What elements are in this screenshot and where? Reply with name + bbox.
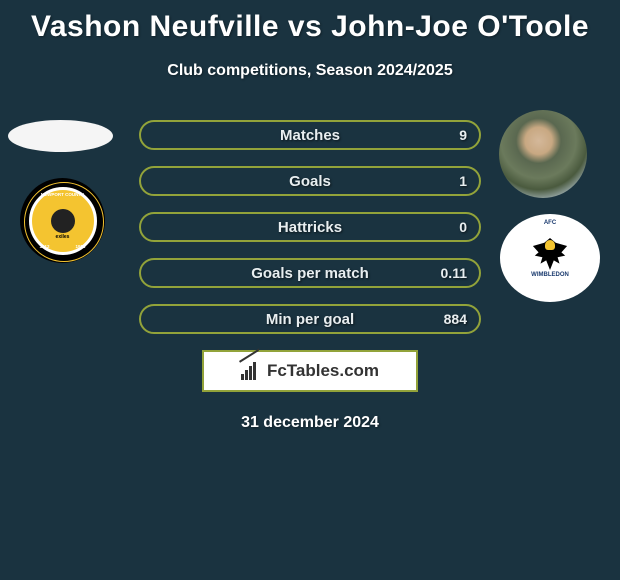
stat-value-right: 0 — [459, 219, 467, 235]
brand-box: FcTables.com — [202, 350, 418, 392]
stat-row-min-per-goal: Min per goal 884 — [139, 304, 481, 334]
stat-label: Min per goal — [266, 311, 354, 328]
stat-value-right: 0.11 — [441, 265, 467, 281]
brand-text: FcTables.com — [267, 361, 379, 381]
page-title: Vashon Neufville vs John-Joe O'Toole — [0, 0, 620, 44]
subtitle: Club competitions, Season 2024/2025 — [0, 62, 620, 80]
stat-label: Matches — [280, 127, 340, 144]
stat-row-hattricks: Hattricks 0 — [139, 212, 481, 242]
stats-container: Matches 9 Goals 1 Hattricks 0 Goals per … — [0, 120, 620, 334]
stat-value-right: 9 — [459, 127, 467, 143]
chart-icon — [241, 362, 263, 380]
stat-value-right: 884 — [444, 311, 467, 327]
stat-row-matches: Matches 9 — [139, 120, 481, 150]
stat-label: Goals per match — [251, 265, 369, 282]
stat-label: Hattricks — [278, 219, 342, 236]
stat-row-goals: Goals 1 — [139, 166, 481, 196]
stat-value-right: 1 — [459, 173, 467, 189]
stat-label: Goals — [289, 173, 331, 190]
stat-row-goals-per-match: Goals per match 0.11 — [139, 258, 481, 288]
footer-date: 31 december 2024 — [0, 414, 620, 432]
